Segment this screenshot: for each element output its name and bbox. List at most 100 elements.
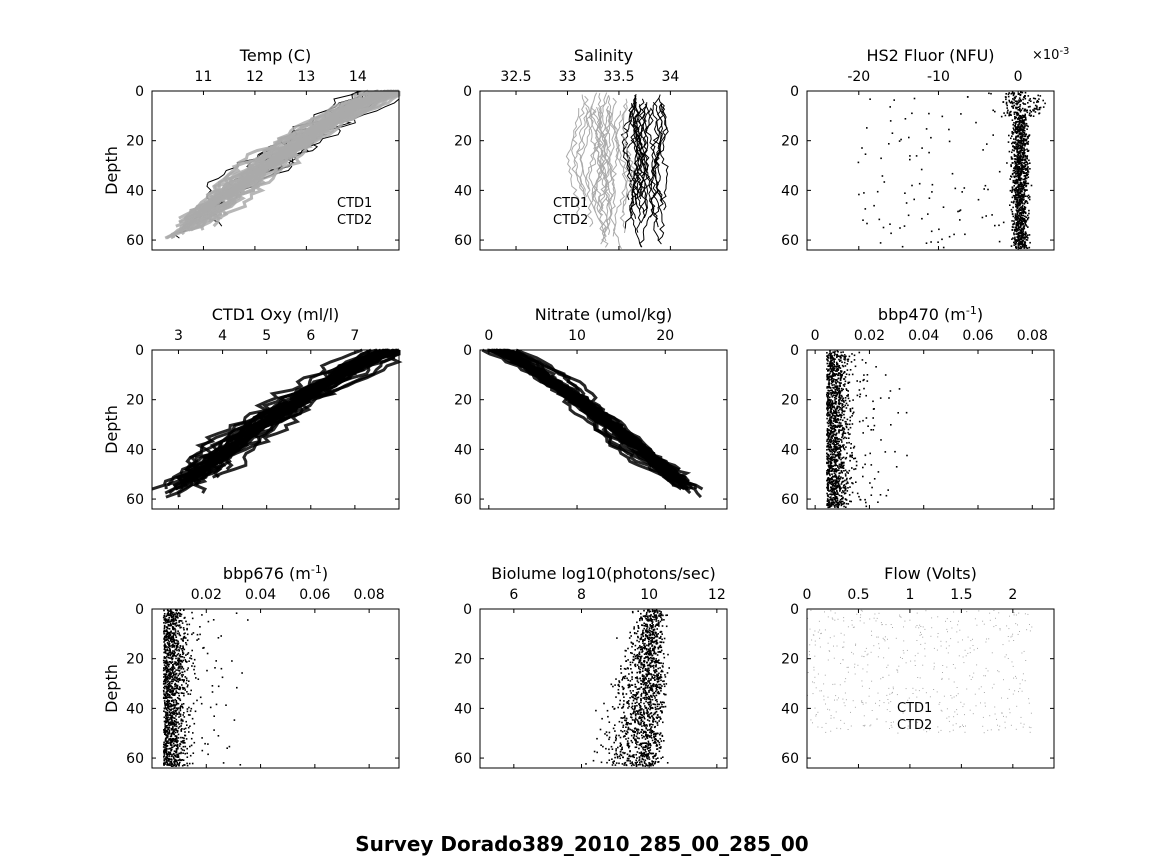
point [175,701,178,703]
point [174,655,176,657]
point [827,403,830,406]
point [1021,236,1023,239]
point [843,385,846,387]
point [1024,241,1026,244]
point [833,445,836,447]
point [181,671,184,674]
point [856,380,858,382]
point [830,417,833,419]
point [840,495,843,497]
point [1023,226,1025,228]
point [987,188,989,191]
point [1011,196,1014,199]
point [169,651,172,653]
point [171,616,174,618]
point [181,686,184,689]
point [1012,105,1014,108]
point [977,198,980,201]
point [921,217,923,220]
point [1021,153,1024,155]
point [645,684,647,686]
point [1023,243,1025,245]
point [1014,217,1016,219]
point [196,699,198,702]
point [1015,173,1017,175]
point [1013,113,1016,115]
point [834,434,837,436]
point [188,660,190,662]
panel-6-axes [151,608,400,769]
point [1010,175,1012,177]
point [211,691,214,693]
point [168,634,170,637]
point [831,375,834,377]
point [835,410,837,412]
point [1020,115,1023,118]
series-0-trace-20 [622,94,640,230]
point [832,480,835,482]
point [1018,219,1020,221]
point [633,653,636,656]
point [166,694,169,697]
point [645,625,648,628]
point [834,414,836,417]
point [1007,141,1010,143]
point [838,430,840,433]
point [832,439,835,441]
point [837,482,840,484]
point [839,424,841,426]
point [843,410,845,413]
point [180,736,182,739]
point [1017,223,1019,226]
point [643,644,645,646]
point [177,759,180,761]
point [828,390,830,392]
point [195,677,197,679]
point [1019,192,1022,194]
point [1022,219,1025,221]
point [836,445,838,448]
point [1020,213,1023,216]
point [169,633,172,636]
point [840,408,843,410]
point [164,746,166,748]
point [846,481,849,483]
point [930,136,932,139]
point [1027,140,1030,143]
point [167,706,169,709]
point [844,404,847,407]
point [834,381,837,383]
point [1028,198,1031,201]
point [1027,95,1030,97]
point [1024,177,1027,180]
point [1017,175,1019,177]
point [842,465,844,468]
point [839,465,841,468]
point [174,679,177,682]
point [167,643,169,645]
point [622,677,624,680]
point [839,406,841,409]
point [175,699,178,702]
point [826,421,829,424]
point [1016,161,1018,163]
point [847,472,849,474]
point [173,650,176,652]
point [865,394,867,397]
point [830,419,832,421]
point [163,710,165,712]
point [170,675,172,678]
point [832,430,834,433]
point [1022,142,1025,144]
point [836,379,838,381]
point [178,620,181,622]
point [170,712,173,714]
point [1008,101,1011,103]
point [1022,196,1024,199]
point [169,690,172,692]
point [842,490,844,492]
point [829,462,832,465]
point [1020,135,1022,138]
point [163,667,165,669]
point [188,623,191,626]
